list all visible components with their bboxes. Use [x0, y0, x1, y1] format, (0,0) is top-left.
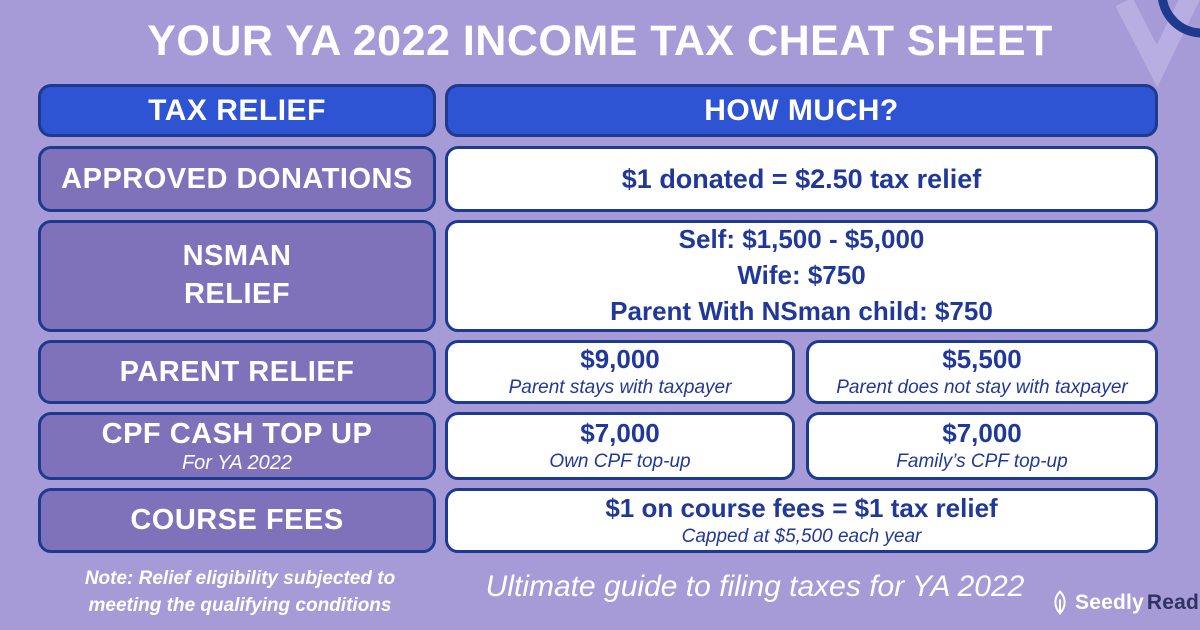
amount-cell-parent-not-stay: $5,500 Parent does not stay with taxpaye…	[806, 340, 1158, 404]
header-label: TAX RELIEF	[148, 93, 326, 127]
amount-cell-own-cpf: $7,000 Own CPF top-up	[445, 412, 795, 480]
amount-text: $1 donated = $2.50 tax relief	[621, 163, 982, 194]
amount-cell-parent-stays: $9,000 Parent stays with taxpayer	[445, 340, 795, 404]
amount-cell-nsman: Self: $1,500 - $5,000 Wife: $750 Parent …	[445, 220, 1158, 332]
amount-value: $9,000	[580, 344, 660, 375]
amount-line-self: Self: $1,500 - $5,000	[678, 224, 925, 255]
header-label: HOW MUCH?	[704, 93, 899, 127]
relief-sublabel: For YA 2022	[181, 451, 293, 474]
note-line1: Note: Relief eligibility subjected to	[84, 568, 396, 589]
relief-cell-nsman: NSMAN RELIEF	[38, 220, 436, 332]
amount-line-parent: Parent With NSman child: $750	[610, 295, 993, 326]
amount-condition: Own CPF top-up	[549, 451, 691, 473]
relief-cell-cpf-top-up: CPF CASH TOP UP For YA 2022	[38, 412, 436, 480]
amount-condition: Parent stays with taxpayer	[508, 377, 732, 399]
relief-label-line1: NSMAN	[182, 240, 292, 273]
amount-value: $7,000	[580, 418, 660, 449]
page-title: YOUR YA 2022 INCOME TAX CHEAT SHEET	[147, 17, 1053, 65]
brand-logo: Seedly Reads	[1050, 589, 1200, 617]
column-header-how-much: HOW MUCH?	[445, 84, 1158, 137]
amount-cell-family-cpf: $7,000 Family’s CPF top-up	[806, 412, 1158, 480]
brand-name-reads: Reads	[1146, 591, 1200, 614]
relief-label: PARENT RELIEF	[119, 355, 355, 388]
amount-value: $7,000	[942, 418, 1022, 449]
relief-cell-approved-donations: APPROVED DONATIONS	[38, 146, 436, 212]
amount-value: $5,500	[942, 344, 1022, 375]
amount-cap-note: Capped at $5,500 each year	[681, 525, 922, 547]
amount-cell-course-fees: $1 on course fees = $1 tax relief Capped…	[445, 488, 1158, 553]
relief-label: COURSE FEES	[130, 504, 344, 536]
tagline: Ultimate guide to filing taxes for YA 20…	[485, 570, 1025, 603]
amount-text: $1 on course fees = $1 tax relief	[605, 492, 998, 523]
seedly-seed-icon	[1054, 590, 1066, 615]
amount-line-wife: Wife: $750	[737, 260, 866, 291]
note-line2: meeting the qualifying conditions	[88, 594, 392, 616]
relief-label: APPROVED DONATIONS	[61, 162, 413, 195]
amount-condition: Family’s CPF top-up	[896, 451, 1068, 473]
relief-cell-course-fees: COURSE FEES	[38, 488, 436, 553]
relief-cell-parent: PARENT RELIEF	[38, 340, 436, 404]
amount-condition: Parent does not stay with taxpayer	[836, 377, 1128, 399]
brand-name-seedly: Seedly	[1075, 591, 1144, 614]
amount-cell-approved-donations: $1 donated = $2.50 tax relief	[445, 146, 1158, 212]
eligibility-note: Note: Relief eligibility subjected to me…	[60, 566, 420, 619]
relief-label-line2: RELIEF	[183, 278, 291, 310]
column-header-tax-relief: TAX RELIEF	[38, 84, 436, 137]
relief-label: CPF CASH TOP UP	[101, 417, 373, 450]
